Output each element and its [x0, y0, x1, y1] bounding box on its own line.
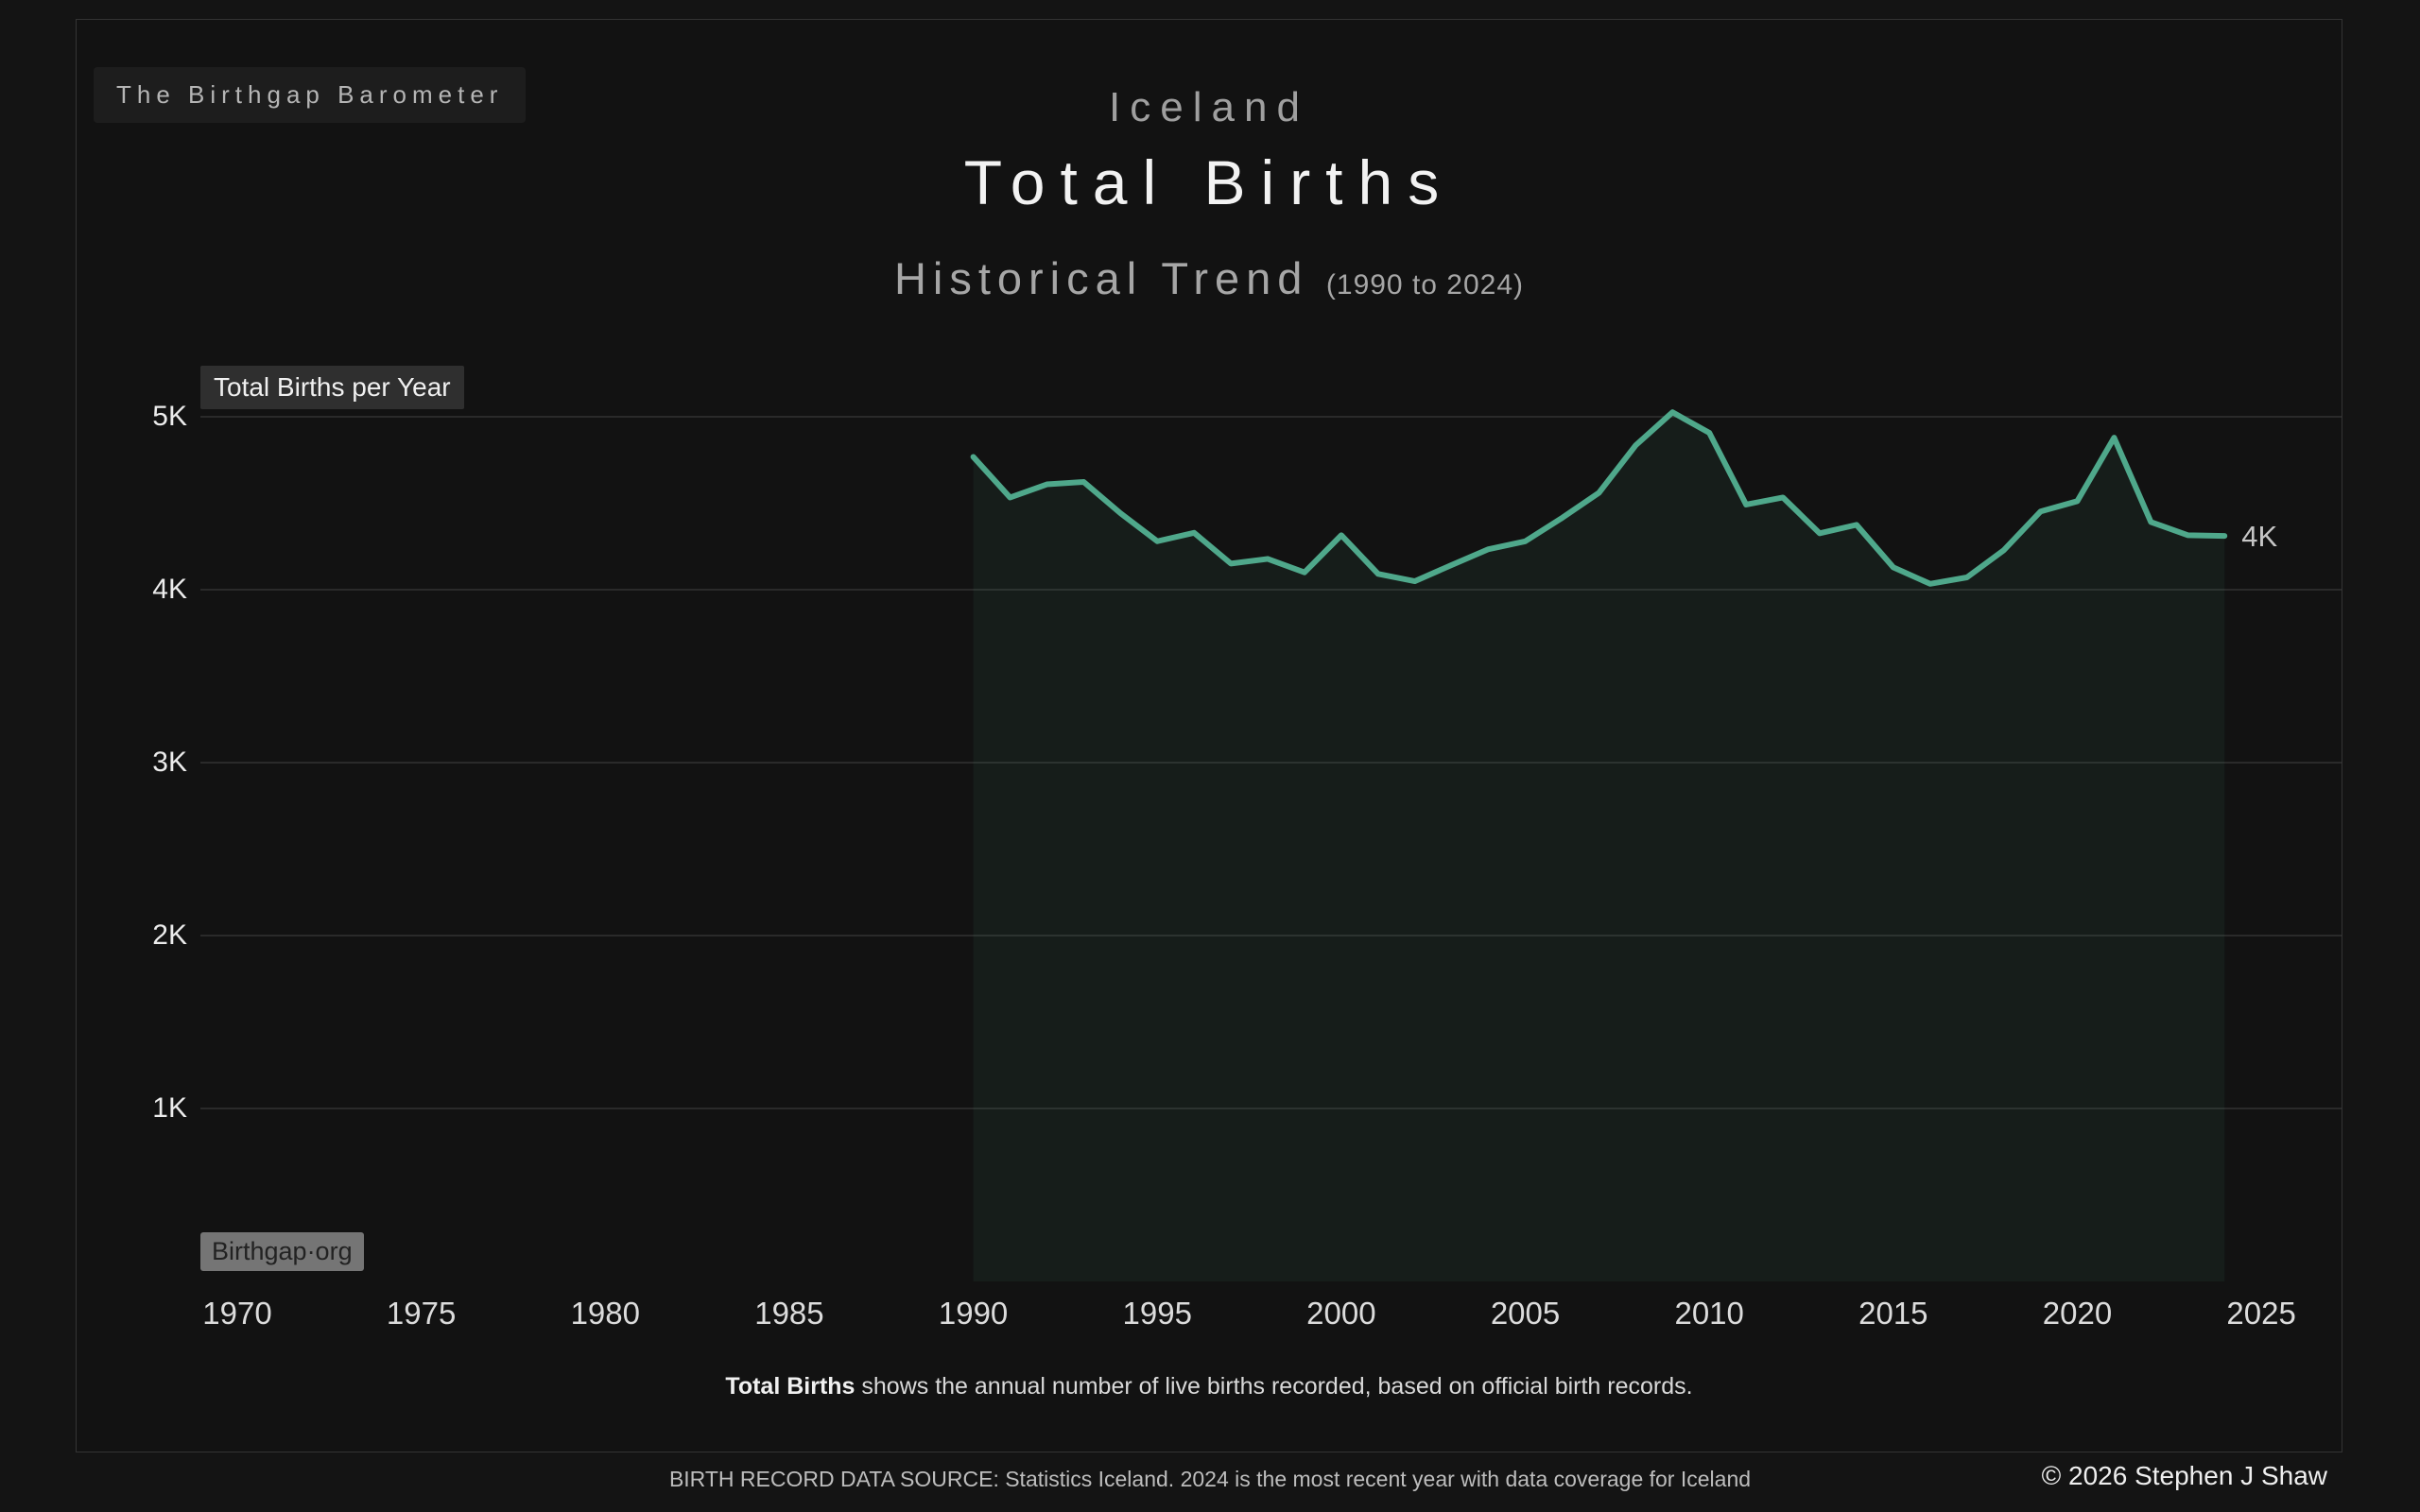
y-tick-label: 5K [152, 401, 187, 432]
chart-subtitle: Historical Trend (1990 to 2024) [77, 252, 2342, 304]
x-tick-label: 2025 [2226, 1296, 2296, 1331]
x-tick-label: 1995 [1122, 1296, 1192, 1331]
caption-term: Total Births [725, 1373, 856, 1400]
x-tick-label: 1980 [570, 1296, 640, 1331]
trend-line [970, 409, 2228, 587]
x-tick-label: 2020 [2042, 1296, 2113, 1331]
y-tick-label: 1K [152, 1092, 187, 1124]
chart-subtitle-text: Historical Trend [893, 253, 1309, 303]
x-tick-label: 2005 [1490, 1296, 1561, 1331]
x-tick-label: 2010 [1674, 1296, 1744, 1331]
x-tick-label: 2015 [1858, 1296, 1928, 1331]
chart-main-title: Total Births [963, 147, 1455, 217]
chart-card: 4K The Birthgap Barometer Iceland Total … [76, 19, 2342, 1452]
brand-label: The Birthgap Barometer [116, 80, 504, 109]
y-tick-label: 4K [152, 574, 187, 605]
caption-text: shows the annual number of live births r… [855, 1373, 1693, 1400]
x-tick-label: 1985 [754, 1296, 824, 1331]
copyright-notice: © 2026 Stephen J Shaw [2041, 1461, 2327, 1490]
data-source-note: BIRTH RECORD DATA SOURCE: Statistics Ice… [668, 1467, 1752, 1491]
x-tick-label: 1975 [386, 1296, 457, 1331]
area-fill [973, 412, 2225, 1281]
chart-caption: Total Births shows the annual number of … [77, 1373, 2342, 1400]
y-tick-label: 2K [152, 919, 187, 951]
end-value-label: 4K [2241, 520, 2277, 553]
chart-country-title: Iceland [1109, 84, 1309, 130]
y-tick-label: 3K [152, 747, 187, 778]
series-label-badge: Total Births per Year [200, 366, 464, 409]
x-tick-label: 2000 [1306, 1296, 1376, 1331]
chart-subtitle-range: (1990 to 2024) [1325, 269, 1525, 301]
watermark-badge: Birthgap·org [200, 1232, 364, 1271]
births-line-chart: 4K [200, 409, 2342, 1281]
x-tick-label: 1990 [938, 1296, 1009, 1331]
x-tick-label: 1970 [202, 1296, 272, 1331]
brand-badge: The Birthgap Barometer [94, 67, 527, 123]
